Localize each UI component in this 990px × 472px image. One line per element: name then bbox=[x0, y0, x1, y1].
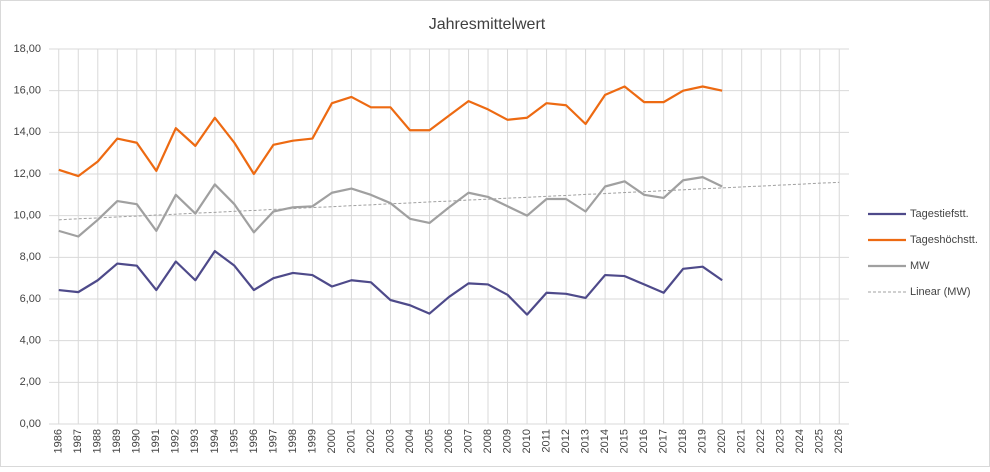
x-tick-label: 1999 bbox=[306, 429, 318, 453]
series-line bbox=[58, 85, 723, 178]
x-tick-label: 2020 bbox=[716, 429, 728, 453]
y-tick-label: 12,00 bbox=[13, 168, 41, 180]
x-tick-label: 1988 bbox=[92, 429, 104, 453]
x-tick-label: 1994 bbox=[209, 429, 221, 453]
series-line bbox=[58, 176, 723, 238]
y-tick-label: 16,00 bbox=[13, 85, 41, 97]
x-tick-label: 1992 bbox=[170, 429, 182, 453]
legend-label: MW bbox=[910, 260, 930, 272]
x-tick-label: 1997 bbox=[267, 429, 279, 453]
y-tick-label: 0,00 bbox=[20, 418, 41, 430]
x-tick-label: 2003 bbox=[384, 429, 396, 453]
x-tick-label: 2014 bbox=[599, 429, 611, 453]
x-tick-label: 2004 bbox=[404, 429, 416, 453]
x-tick-label: 2007 bbox=[462, 429, 474, 453]
legend-label: Linear (MW) bbox=[910, 286, 971, 298]
x-tick-label: 2026 bbox=[833, 429, 845, 453]
y-tick-label: 10,00 bbox=[13, 210, 41, 222]
x-tick-label: 1989 bbox=[111, 429, 123, 453]
x-tick-label: 1991 bbox=[150, 429, 162, 453]
x-tick-label: 2000 bbox=[326, 429, 338, 453]
x-tick-label: 1998 bbox=[287, 429, 299, 453]
x-tick-label: 2017 bbox=[658, 429, 670, 453]
x-tick-label: 2012 bbox=[560, 429, 572, 453]
legend-label: Tageshöchstt. bbox=[910, 234, 978, 246]
x-tick-label: 2001 bbox=[345, 429, 357, 453]
y-tick-label: 2,00 bbox=[20, 376, 41, 388]
x-tick-label: 2021 bbox=[736, 429, 748, 453]
x-tick-label: 2018 bbox=[677, 429, 689, 453]
x-tick-label: 1990 bbox=[131, 429, 143, 453]
y-tick-label: 6,00 bbox=[20, 293, 41, 305]
y-tick-label: 8,00 bbox=[20, 251, 41, 263]
legend-label: Tagestiefstt. bbox=[910, 208, 969, 220]
x-tick-label: 2011 bbox=[540, 429, 552, 453]
x-tick-label: 2005 bbox=[423, 429, 435, 453]
x-tick-label: 2024 bbox=[794, 429, 806, 453]
x-tick-label: 2022 bbox=[755, 429, 767, 453]
x-tick-label: 2025 bbox=[814, 429, 826, 453]
x-tick-label: 2010 bbox=[521, 429, 533, 453]
x-tick-label: 2015 bbox=[619, 429, 631, 453]
x-tick-label: 1986 bbox=[53, 429, 65, 453]
x-tick-label: 2019 bbox=[697, 429, 709, 453]
x-tick-label: 1995 bbox=[228, 429, 240, 453]
x-tick-label: 1987 bbox=[72, 429, 84, 453]
x-tick-label: 1996 bbox=[248, 429, 260, 453]
x-tick-label: 2013 bbox=[579, 429, 591, 453]
x-tick-label: 1993 bbox=[189, 429, 201, 453]
x-tick-label: 2006 bbox=[443, 429, 455, 453]
x-tick-label: 2023 bbox=[775, 429, 787, 453]
y-tick-label: 14,00 bbox=[13, 126, 41, 138]
series-line bbox=[58, 249, 723, 316]
chart-title: Jahresmittelwert bbox=[429, 16, 546, 33]
x-tick-label: 2009 bbox=[501, 429, 513, 453]
y-tick-label: 4,00 bbox=[20, 335, 41, 347]
x-tick-label: 2016 bbox=[638, 429, 650, 453]
series-line bbox=[58, 181, 840, 221]
x-tick-label: 2002 bbox=[365, 429, 377, 453]
y-tick-label: 18,00 bbox=[13, 43, 41, 55]
x-tick-label: 2008 bbox=[482, 429, 494, 453]
